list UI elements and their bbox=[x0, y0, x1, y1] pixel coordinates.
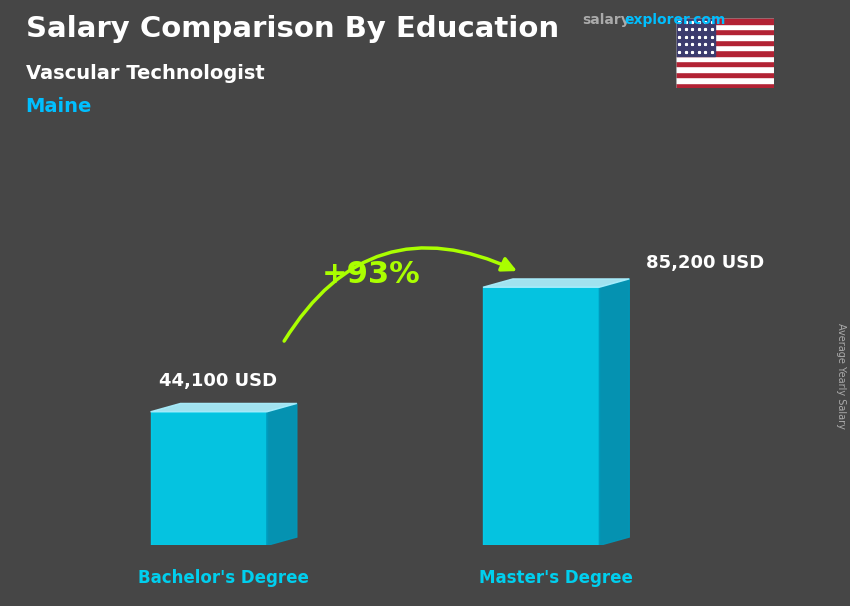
Bar bbox=[676, 61, 774, 67]
Polygon shape bbox=[267, 404, 297, 545]
Bar bbox=[676, 35, 774, 39]
Text: +93%: +93% bbox=[322, 260, 421, 289]
Bar bbox=[676, 18, 715, 56]
Text: Bachelor's Degree: Bachelor's Degree bbox=[139, 568, 309, 587]
Bar bbox=[676, 72, 774, 77]
Bar bbox=[676, 50, 774, 56]
Bar bbox=[676, 82, 774, 88]
Bar bbox=[676, 67, 774, 72]
Bar bbox=[676, 77, 774, 82]
Polygon shape bbox=[150, 412, 267, 545]
Text: Maine: Maine bbox=[26, 97, 92, 116]
Text: salary: salary bbox=[582, 13, 630, 27]
Bar bbox=[676, 45, 774, 50]
Text: Average Yearly Salary: Average Yearly Salary bbox=[836, 323, 846, 428]
Text: 85,200 USD: 85,200 USD bbox=[646, 255, 764, 272]
Text: Master's Degree: Master's Degree bbox=[479, 568, 633, 587]
Polygon shape bbox=[599, 279, 629, 545]
Bar bbox=[676, 39, 774, 45]
Text: 44,100 USD: 44,100 USD bbox=[159, 372, 277, 390]
Text: explorer.com: explorer.com bbox=[625, 13, 726, 27]
Bar bbox=[676, 24, 774, 29]
Polygon shape bbox=[483, 279, 629, 287]
Bar bbox=[676, 29, 774, 35]
Polygon shape bbox=[483, 287, 599, 545]
Polygon shape bbox=[150, 404, 297, 412]
Bar bbox=[676, 18, 774, 24]
Text: Vascular Technologist: Vascular Technologist bbox=[26, 64, 264, 82]
Text: Salary Comparison By Education: Salary Comparison By Education bbox=[26, 15, 558, 43]
Bar bbox=[676, 56, 774, 61]
